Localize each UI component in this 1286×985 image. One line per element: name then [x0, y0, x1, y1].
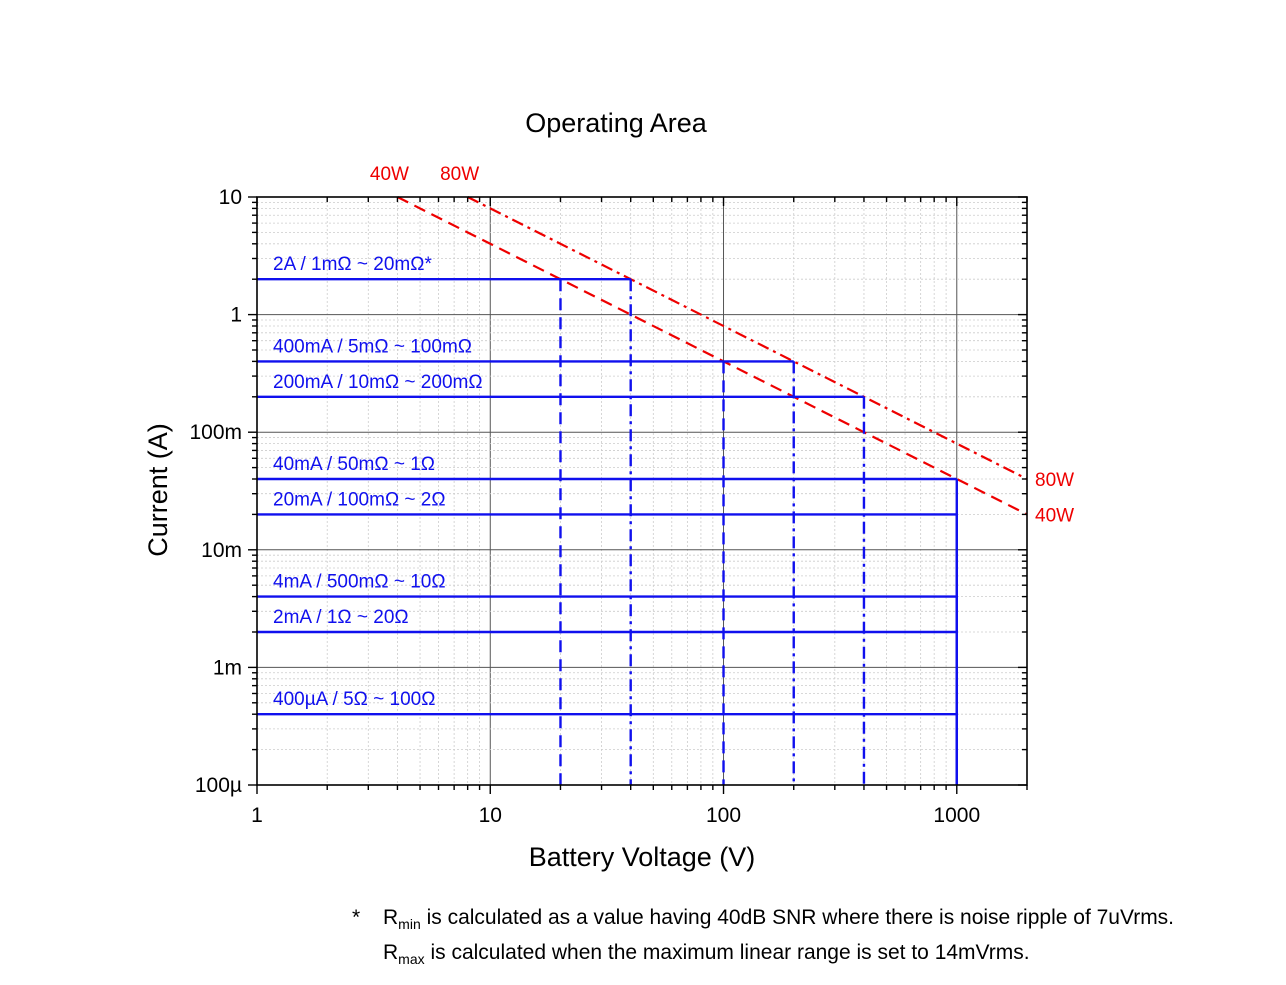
footnote-rmax-symbol: R [383, 941, 399, 964]
power-limit-line-80w [467, 196, 1028, 480]
power-label-top: 80W [440, 164, 479, 185]
y-tick-label: 10m [201, 539, 242, 562]
y-tick-label: 10 [219, 186, 242, 209]
footnote-rmin-sub: min [398, 916, 421, 933]
x-tick-label: 1000 [933, 804, 980, 827]
axes: 1 10 100 1000 10 1 100m 10m 1m 100µ [189, 186, 1028, 827]
footnote-rmax-text: is calculated when the maximum linear ra… [424, 941, 1030, 964]
range-label: 400µA / 5Ω ~ 100Ω [273, 689, 435, 710]
range-label: 4mA / 500mΩ ~ 10Ω [273, 572, 446, 593]
footnote-marker: * [352, 906, 361, 929]
footnote-rmax-sub: max [398, 951, 425, 968]
power-limit-line-40w [396, 196, 1028, 516]
x-axis-label: Battery Voltage (V) [529, 842, 756, 872]
range-label: 200mA / 10mΩ ~ 200mΩ [273, 372, 483, 393]
y-tick-label: 1m [213, 656, 242, 679]
y-tick-label: 100m [189, 421, 242, 444]
range-label: 40mA / 50mΩ ~ 1Ω [273, 454, 435, 475]
chart-marks: 2A / 1mΩ ~ 20mΩ* 400mA / 5mΩ ~ 100mΩ 200mA… [257, 164, 1074, 785]
range-label: 400mA / 5mΩ ~ 100mΩ [273, 336, 472, 357]
y-tick-label: 100µ [195, 774, 242, 797]
footnote-rmin-symbol: R [383, 906, 399, 929]
footnote-rmin-text: is calculated as a value having 40dB SNR… [420, 906, 1175, 929]
plot-frame [256, 196, 1028, 786]
range-label: 2A / 1mΩ ~ 20mΩ* [273, 254, 432, 275]
range-label: 2mA / 1Ω ~ 20Ω [273, 607, 409, 628]
power-label-right: 80W [1035, 470, 1074, 491]
footnote-rmin: Rmin is calculated as a value having 40d… [383, 906, 1174, 932]
power-label-top: 40W [370, 164, 409, 185]
x-tick-label: 100 [706, 804, 741, 827]
y-axis-label: Current (A) [143, 423, 173, 557]
x-tick-label: 10 [479, 804, 502, 827]
y-tick-label: 1 [230, 304, 242, 327]
x-tick-label: 1 [251, 804, 263, 827]
operating-area-chart: 2A / 1mΩ ~ 20mΩ* 400mA / 5mΩ ~ 100mΩ 200mA… [143, 108, 1074, 872]
range-label: 20mA / 100mΩ ~ 2Ω [273, 489, 446, 510]
power-label-right: 40W [1035, 505, 1074, 526]
footnote-rmax: Rmax is calculated when the maximum line… [383, 941, 1030, 967]
chart-title: Operating Area [525, 108, 708, 138]
